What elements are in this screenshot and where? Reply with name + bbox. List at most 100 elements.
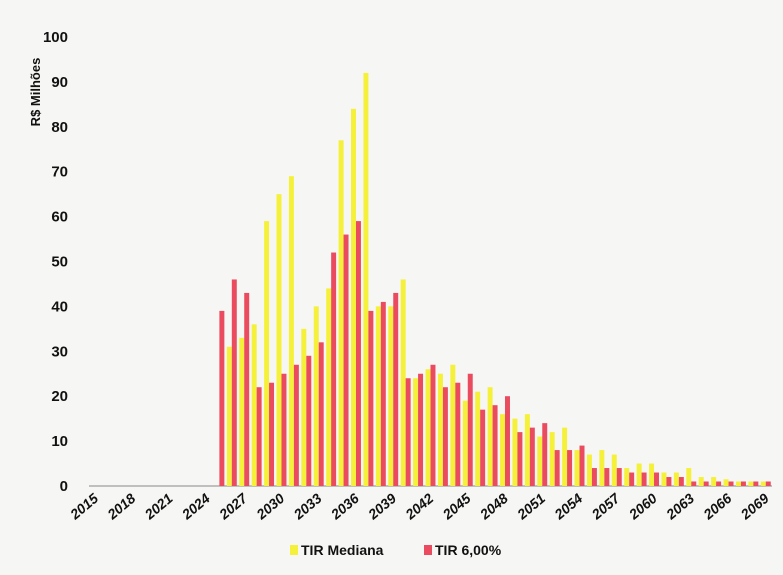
bar-tir-6 bbox=[405, 378, 411, 486]
bar-tir-6 bbox=[542, 423, 548, 486]
bar-tir-mediana bbox=[549, 432, 555, 486]
x-tick-label: 2069 bbox=[737, 490, 772, 523]
bar-tir-6 bbox=[355, 221, 361, 486]
bar-tir-mediana bbox=[711, 477, 717, 486]
bar-tir-6 bbox=[318, 342, 324, 486]
bar-tir-mediana bbox=[351, 108, 356, 486]
bar-tir-mediana bbox=[686, 468, 692, 486]
x-tick-label: 2015 bbox=[66, 490, 101, 523]
bar-tir-mediana bbox=[649, 463, 655, 486]
x-tick-label: 2063 bbox=[662, 490, 697, 523]
bar-tir-6 bbox=[765, 481, 771, 486]
bars bbox=[219, 72, 771, 487]
x-tick-label: 2054 bbox=[551, 490, 586, 523]
bar-tir-6 bbox=[293, 364, 299, 486]
bar-tir-6 bbox=[455, 382, 461, 486]
bar-tir-mediana bbox=[226, 346, 232, 486]
x-tick-label: 2048 bbox=[476, 490, 511, 523]
bar-tir-6 bbox=[554, 450, 560, 486]
bar-tir-6 bbox=[467, 373, 473, 486]
bar-tir-6 bbox=[244, 292, 250, 486]
bar-tir-mediana bbox=[735, 481, 741, 486]
y-tick-label: 100 bbox=[43, 29, 68, 46]
bar-tir-6 bbox=[480, 409, 486, 486]
bar-tir-6 bbox=[604, 468, 610, 486]
bar-tir-6 bbox=[579, 445, 585, 486]
x-tick-label: 2018 bbox=[103, 490, 138, 523]
bar-tir-6 bbox=[716, 481, 722, 486]
bar-tir-mediana bbox=[487, 387, 493, 486]
bar-tir-6 bbox=[430, 364, 436, 486]
bar-tir-mediana bbox=[500, 414, 506, 486]
bar-tir-6 bbox=[703, 481, 709, 486]
legend-label: TIR 6,00% bbox=[435, 542, 502, 558]
y-tick-label: 20 bbox=[51, 388, 68, 405]
bar-tir-6 bbox=[728, 481, 734, 486]
bar-tir-6 bbox=[740, 481, 746, 486]
x-tick-label: 2042 bbox=[402, 490, 437, 523]
bar-tir-mediana bbox=[326, 288, 332, 486]
bar-tir-mediana bbox=[562, 427, 568, 486]
bar-tir-6 bbox=[380, 301, 386, 486]
bar-tir-6 bbox=[629, 472, 635, 486]
bar-tir-6 bbox=[331, 252, 337, 486]
bar-tir-6 bbox=[343, 234, 349, 486]
bar-tir-mediana bbox=[425, 369, 431, 486]
x-tick-label: 2051 bbox=[513, 490, 548, 523]
bar-tir-mediana bbox=[723, 479, 729, 486]
bar-tir-mediana bbox=[760, 481, 766, 486]
bar-tir-6 bbox=[306, 355, 312, 486]
bar-tir-mediana bbox=[450, 364, 456, 486]
x-tick-label: 2057 bbox=[588, 489, 624, 523]
legend: TIR Mediana TIR 6,00% bbox=[290, 542, 502, 558]
y-tick-label: 60 bbox=[51, 209, 68, 226]
bar-tir-6 bbox=[678, 477, 684, 486]
bar-tir-6 bbox=[666, 477, 672, 486]
y-tick-label: 80 bbox=[51, 119, 68, 136]
bar-tir-6 bbox=[269, 382, 275, 486]
bar-tir-6 bbox=[219, 310, 225, 486]
bar-tir-6 bbox=[641, 472, 647, 486]
x-tick-label: 2030 bbox=[252, 490, 287, 523]
bar-tir-mediana bbox=[574, 450, 580, 486]
y-tick-label: 40 bbox=[51, 298, 68, 315]
bar-tir-6 bbox=[393, 292, 399, 486]
legend-swatch bbox=[290, 545, 298, 555]
bar-tir-6 bbox=[256, 387, 262, 486]
bar-tir-mediana bbox=[375, 306, 381, 486]
bar-tir-6 bbox=[591, 468, 597, 486]
bar-tir-6 bbox=[492, 405, 498, 486]
bar-tir-6 bbox=[505, 396, 510, 486]
bar-tir-mediana bbox=[388, 306, 394, 486]
bar-tir-mediana bbox=[276, 194, 282, 486]
bar-tir-mediana bbox=[611, 454, 617, 486]
bar-tir-6 bbox=[231, 279, 237, 486]
x-tick-label: 2027 bbox=[215, 489, 251, 523]
bar-tir-6 bbox=[691, 481, 697, 486]
bar-tir-mediana bbox=[673, 472, 679, 486]
x-tick-label: 2039 bbox=[364, 490, 399, 523]
bar-tir-mediana bbox=[301, 328, 307, 486]
bar-tir-6 bbox=[654, 472, 659, 486]
x-tick-label: 2024 bbox=[178, 490, 213, 523]
y-tick-label: 10 bbox=[51, 433, 68, 450]
bar-tir-mediana bbox=[400, 279, 406, 486]
x-tick-label: 2066 bbox=[700, 490, 735, 523]
bar-tir-mediana bbox=[586, 454, 592, 486]
bar-tir-mediana bbox=[239, 337, 245, 486]
bar-tir-mediana bbox=[636, 463, 642, 486]
bar-tir-mediana bbox=[251, 324, 257, 486]
bar-tir-6 bbox=[442, 387, 448, 486]
legend-swatch bbox=[424, 545, 432, 555]
y-tick-label: 0 bbox=[60, 478, 68, 495]
y-tick-label: 90 bbox=[51, 74, 68, 91]
bar-tir-mediana bbox=[313, 306, 319, 486]
bar-tir-mediana bbox=[599, 450, 605, 486]
x-tick-label: 2033 bbox=[290, 490, 325, 523]
bar-tir-mediana bbox=[462, 400, 468, 486]
bar-tir-6 bbox=[753, 481, 759, 486]
bar-tir-mediana bbox=[363, 72, 369, 487]
bar-tir-mediana bbox=[512, 418, 518, 486]
